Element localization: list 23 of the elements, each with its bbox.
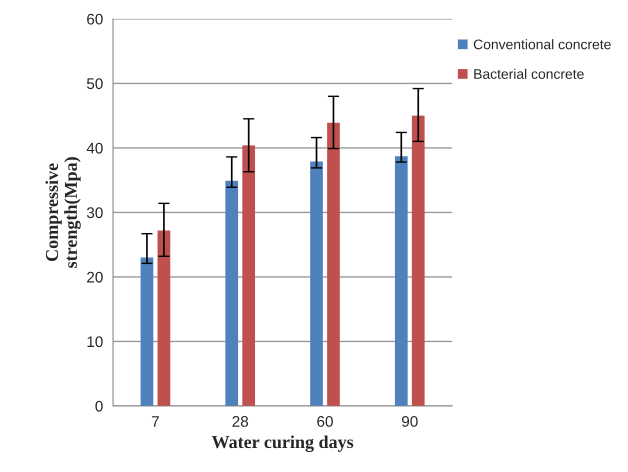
- y-tick-label: 20: [87, 272, 103, 283]
- bar: [242, 145, 256, 406]
- bar: [412, 116, 425, 406]
- y-tick-label: 40: [86, 142, 103, 154]
- bar: [225, 180, 238, 406]
- y-tick-label: 0: [95, 400, 103, 412]
- y-tick-label: 10: [87, 336, 103, 348]
- bar: [140, 258, 154, 406]
- y-tick-label: 50: [86, 78, 103, 90]
- bar: [327, 122, 340, 406]
- x-axis-title: Water curing days: [212, 435, 354, 452]
- y-tick-label: 30: [86, 207, 103, 218]
- x-tick-label: 60: [317, 416, 333, 427]
- x-tick-label: 7: [152, 416, 159, 427]
- legend-label: Bacterial concrete: [474, 68, 584, 79]
- x-tick-label: 28: [232, 416, 248, 427]
- y-tick-label: 60: [87, 14, 103, 25]
- y-axis-title: Compressive strength(Mpa): [45, 157, 81, 268]
- bar: [158, 230, 170, 406]
- x-tick-label: 90: [402, 416, 418, 427]
- bar: [310, 161, 323, 406]
- bar: [394, 156, 408, 406]
- legend-label: Conventional concrete: [474, 39, 611, 50]
